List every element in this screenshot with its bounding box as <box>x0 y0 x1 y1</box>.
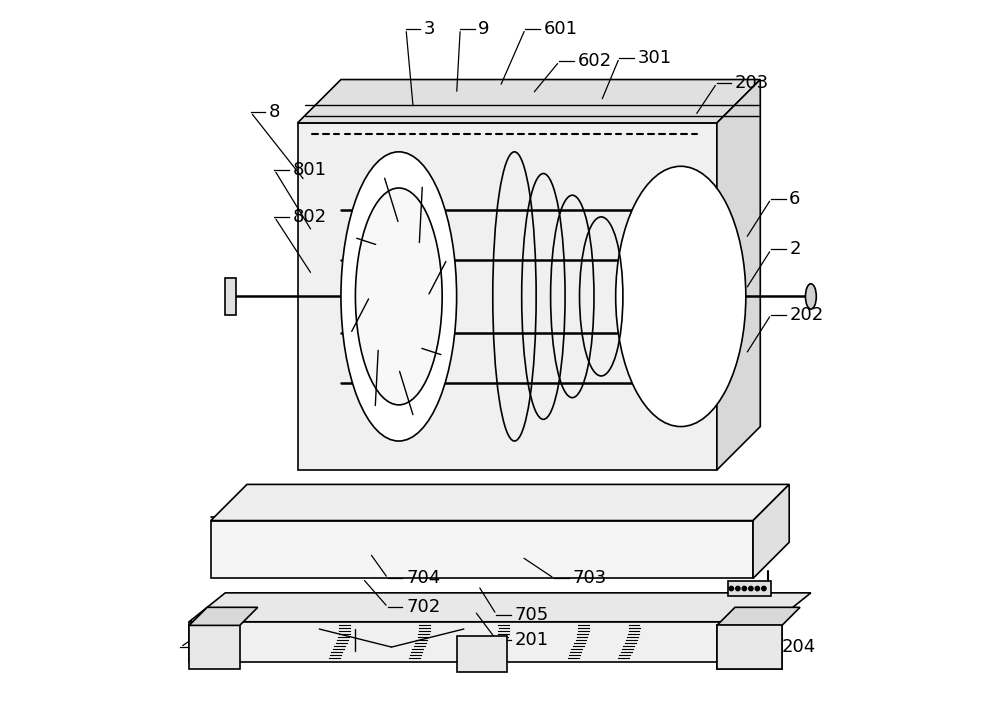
Text: 9: 9 <box>478 20 490 38</box>
Polygon shape <box>189 593 811 622</box>
Text: 202: 202 <box>789 306 823 323</box>
Text: 3: 3 <box>424 20 436 38</box>
Polygon shape <box>753 484 789 578</box>
Text: 301: 301 <box>637 49 671 67</box>
Ellipse shape <box>616 166 746 427</box>
Text: 6: 6 <box>789 190 801 208</box>
Bar <box>717 625 782 669</box>
Polygon shape <box>717 80 760 470</box>
Bar <box>717 625 782 669</box>
Bar <box>225 278 236 315</box>
Polygon shape <box>298 123 717 470</box>
Polygon shape <box>298 80 760 123</box>
Circle shape <box>729 586 734 591</box>
Text: 802: 802 <box>292 208 327 226</box>
Bar <box>189 625 240 669</box>
Text: 704: 704 <box>406 570 440 587</box>
Text: 4: 4 <box>199 638 210 656</box>
Text: 801: 801 <box>292 161 326 179</box>
Polygon shape <box>189 607 258 625</box>
Text: 204: 204 <box>782 638 816 656</box>
Text: 2: 2 <box>789 241 801 258</box>
Circle shape <box>755 586 760 591</box>
Circle shape <box>749 586 753 591</box>
Circle shape <box>762 586 766 591</box>
Text: 705: 705 <box>514 606 549 623</box>
Text: 601: 601 <box>543 20 577 38</box>
Text: 602: 602 <box>577 53 611 70</box>
Circle shape <box>742 586 747 591</box>
Polygon shape <box>717 607 800 625</box>
Ellipse shape <box>355 188 442 405</box>
Text: 702: 702 <box>406 599 440 616</box>
Text: 703: 703 <box>572 570 607 587</box>
Ellipse shape <box>341 152 457 441</box>
Text: 8: 8 <box>269 103 280 121</box>
Circle shape <box>736 586 740 591</box>
Text: 201: 201 <box>514 631 549 649</box>
Bar <box>728 581 771 596</box>
Ellipse shape <box>805 283 816 309</box>
Bar <box>211 521 753 578</box>
Bar <box>189 622 775 662</box>
Text: 203: 203 <box>735 74 769 92</box>
Bar <box>457 636 507 672</box>
Polygon shape <box>211 484 789 521</box>
